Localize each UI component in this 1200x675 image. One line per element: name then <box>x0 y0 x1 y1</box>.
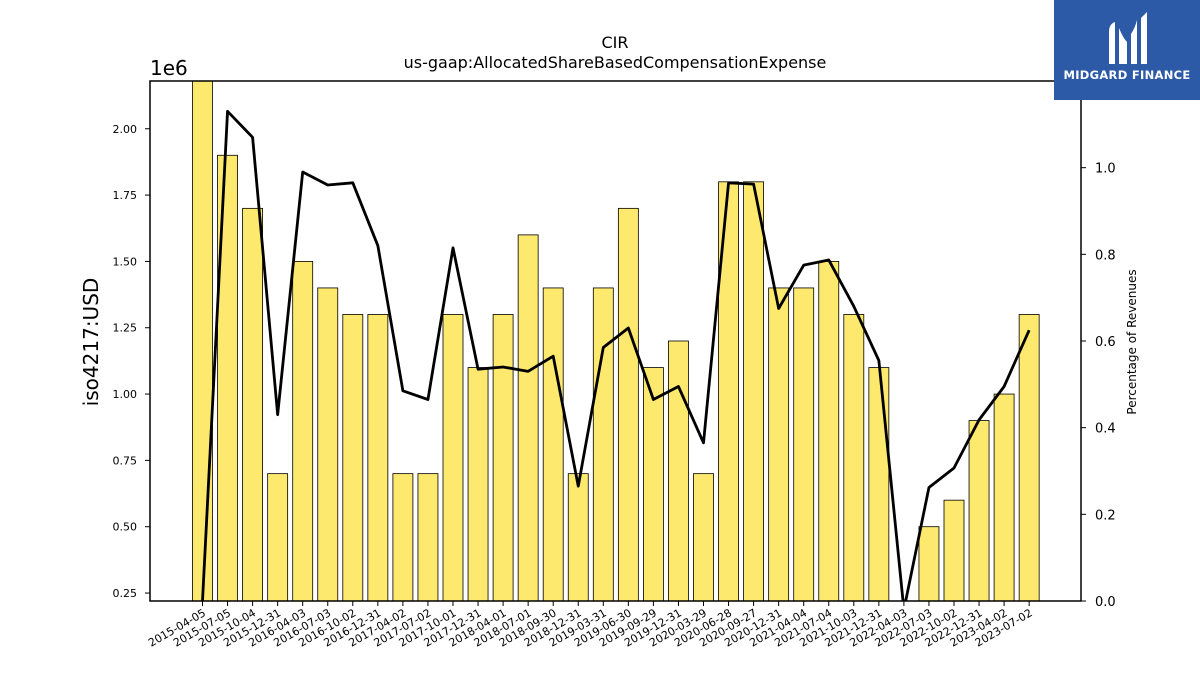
bar <box>242 207 264 601</box>
bar-series <box>192 81 1040 601</box>
bar <box>592 287 614 601</box>
y-tick-label: 1.50 <box>113 255 138 268</box>
bar <box>643 367 664 601</box>
bar <box>818 261 840 601</box>
y-tick-label: 0.50 <box>113 521 138 534</box>
plot-frame <box>149 80 1082 602</box>
bar <box>918 526 940 601</box>
bar <box>517 234 539 601</box>
bar <box>968 420 990 601</box>
brand-logo: MIDGARD FINANCE <box>1054 0 1200 100</box>
y2-axis-label: Percentage of Revenues <box>1125 269 1139 414</box>
bar <box>567 473 589 601</box>
chart-subtitle: us-gaap:AllocatedShareBasedCompensationE… <box>404 53 827 72</box>
bar <box>542 287 564 601</box>
y-tick-label: 1.25 <box>113 322 138 335</box>
y-tick-label: 0.75 <box>113 454 138 467</box>
y-tick-label: 2.00 <box>113 123 138 136</box>
bar <box>668 340 689 601</box>
y2-tick-label: 0.8 <box>1095 248 1116 263</box>
bar <box>1018 314 1040 601</box>
y2-tick-label: 0.4 <box>1095 422 1116 437</box>
bar <box>367 314 389 601</box>
bar <box>743 181 764 601</box>
bar <box>192 81 213 601</box>
y2-tick-label: 0.2 <box>1095 508 1116 523</box>
y2-tick-label: 1.0 <box>1095 162 1116 177</box>
bar <box>768 287 790 601</box>
y-tick-label: 1.00 <box>113 388 138 401</box>
bar <box>993 393 1015 601</box>
bar <box>868 367 890 601</box>
bar <box>317 287 339 601</box>
bar <box>442 314 464 601</box>
bar <box>693 473 714 601</box>
y2-tick-label: 0.6 <box>1095 335 1116 350</box>
y2-tick-label: 0.0 <box>1095 595 1116 610</box>
bar <box>292 261 314 601</box>
y-tick-label: 0.25 <box>113 587 138 600</box>
bar <box>617 207 639 601</box>
axes: 0.25 0.50 0.75 1.00 1.25 1.50 1.75 2.00 0.0 0.2 0.… <box>113 80 1116 650</box>
y-tick-label: 1.75 <box>113 189 138 202</box>
bar <box>943 499 965 601</box>
bar <box>467 367 489 601</box>
chart-title: CIR <box>601 33 628 52</box>
logo-text: MIDGARD FINANCE <box>1063 68 1191 82</box>
line-path <box>201 109 1031 601</box>
y-offset-label: 1e6 <box>150 56 188 80</box>
bar <box>417 473 439 601</box>
bar <box>843 314 865 601</box>
bar <box>793 287 815 601</box>
bar <box>392 473 414 601</box>
midgard-logo-icon <box>1109 12 1147 64</box>
line-series <box>201 109 1031 601</box>
bar <box>492 314 514 601</box>
bar <box>267 473 289 601</box>
bar <box>342 314 364 601</box>
y-axis-label: iso4217:USD <box>79 278 103 407</box>
